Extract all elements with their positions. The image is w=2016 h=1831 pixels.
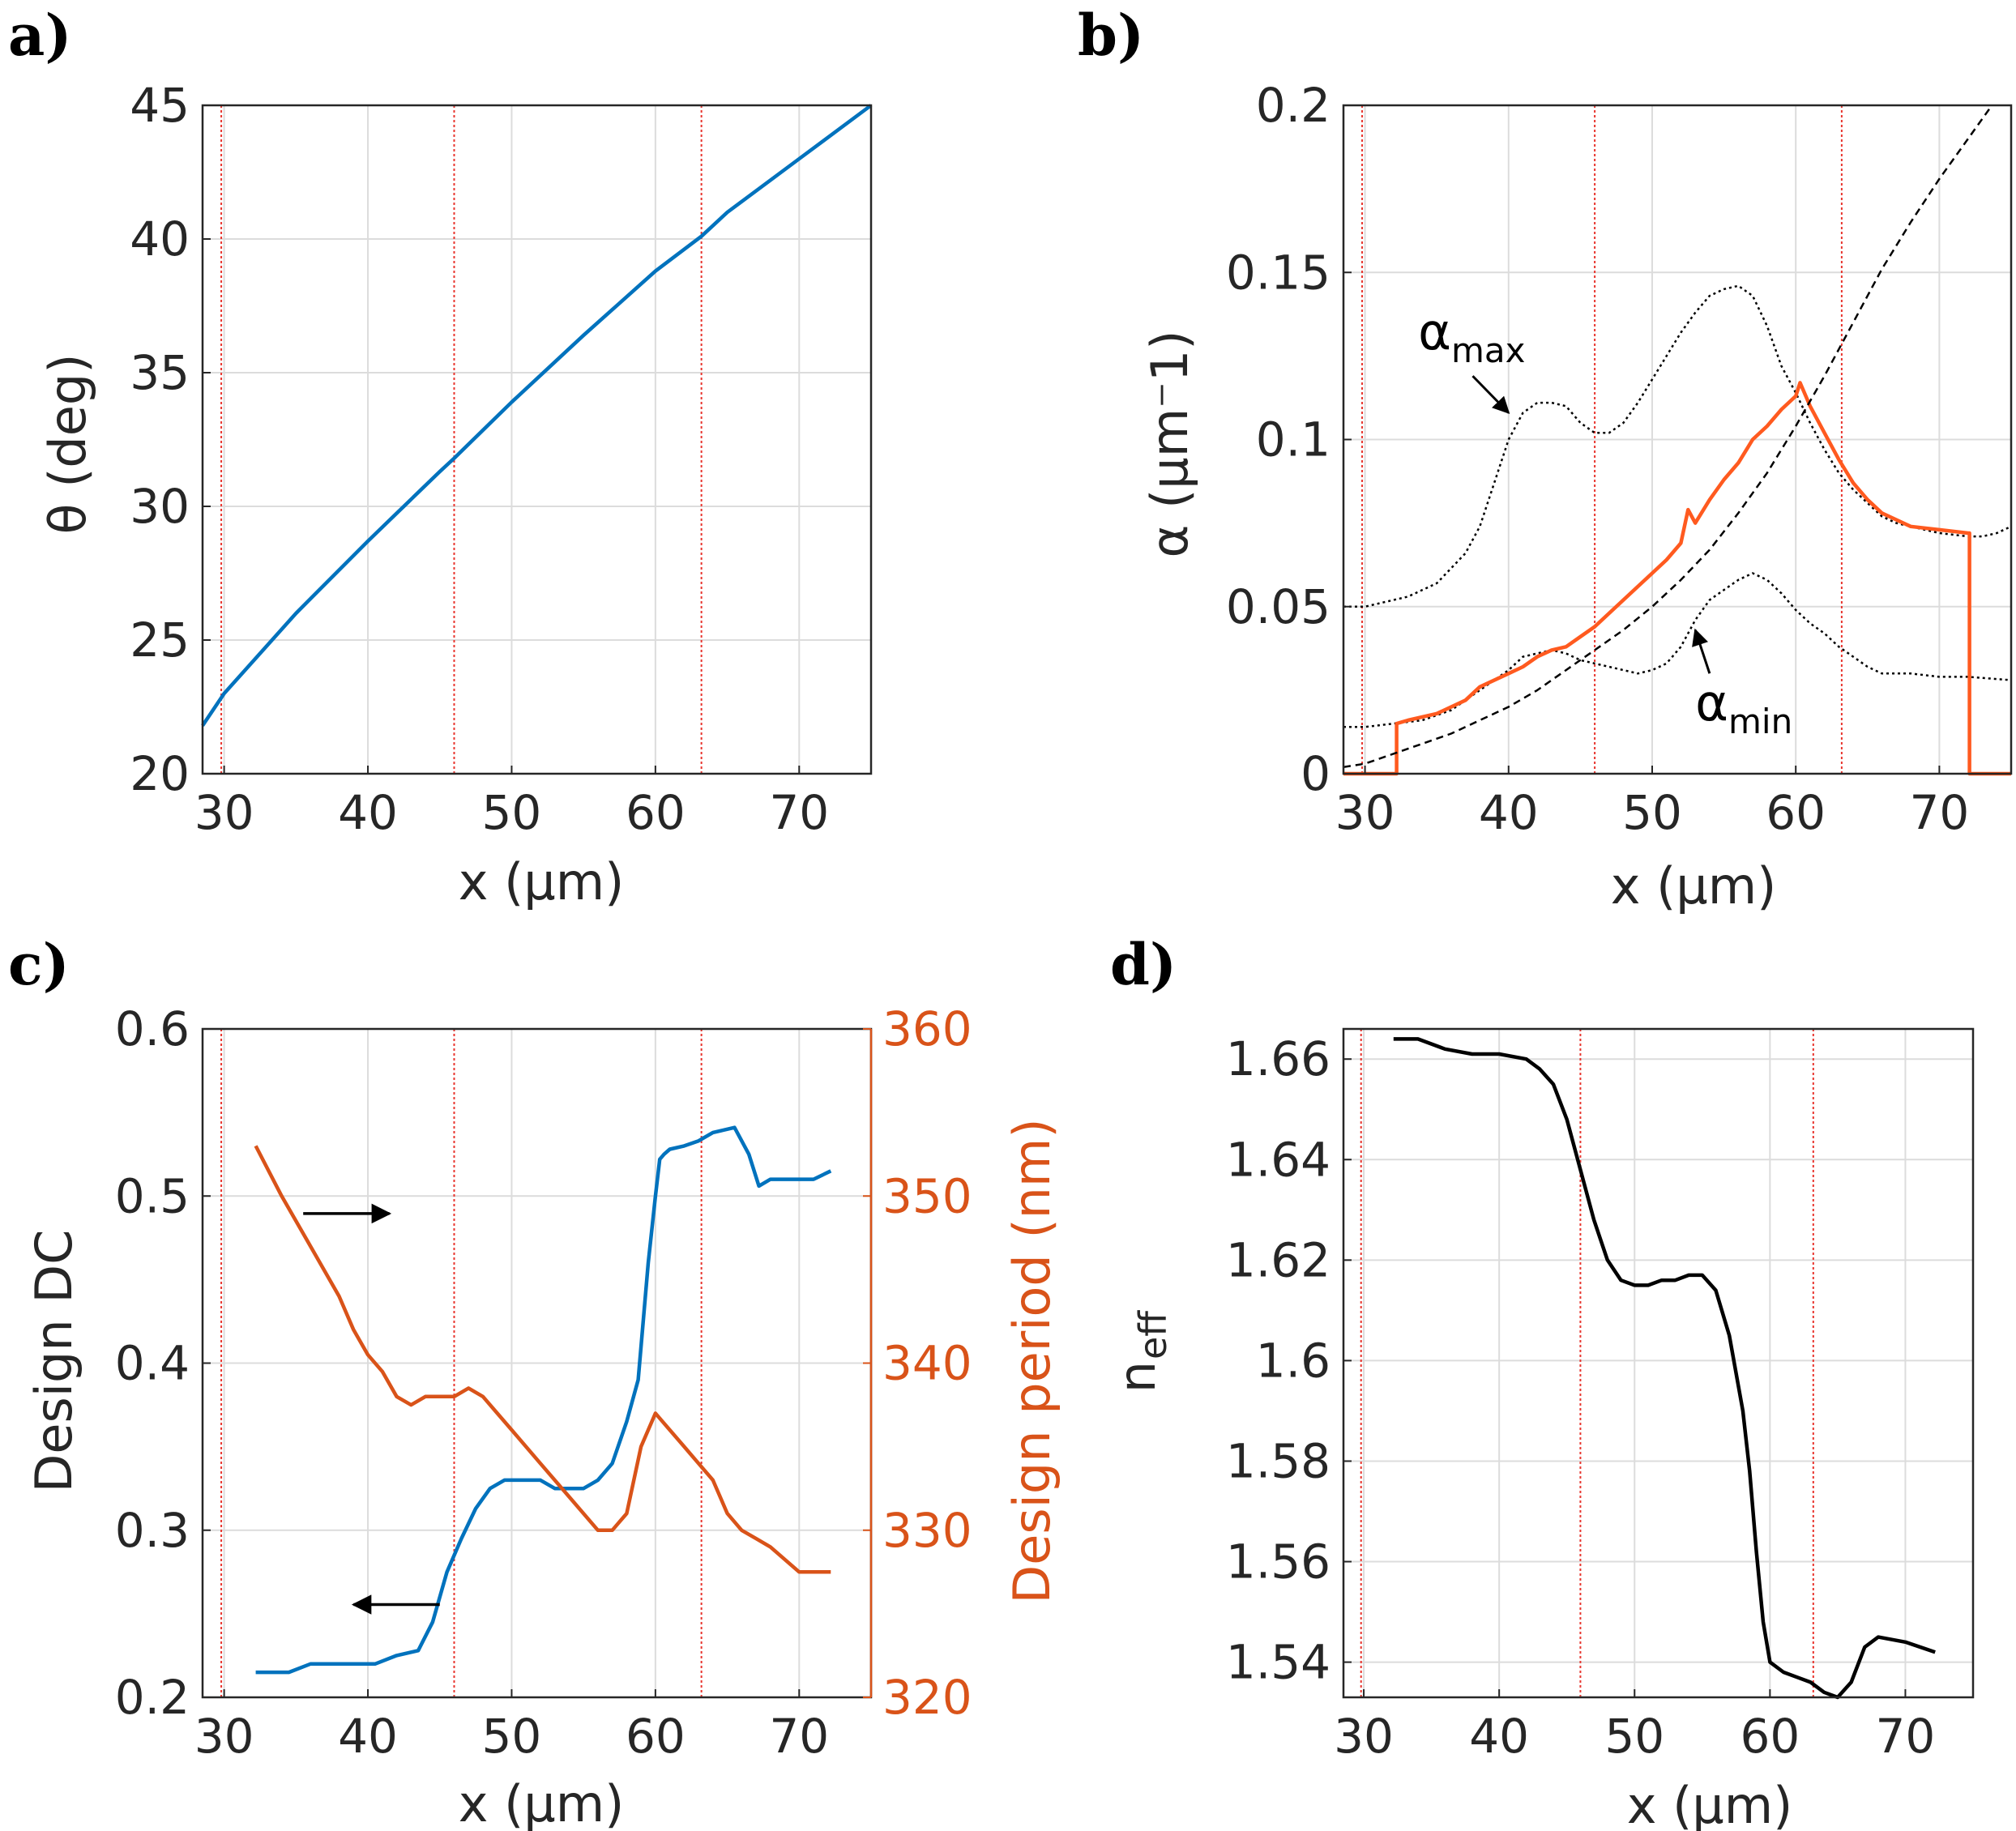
panel-c-series-design_dc <box>255 1125 832 1675</box>
panel-a-xlabel: x (μm) <box>459 852 625 911</box>
panel-a-xtick-label: 40 <box>338 785 398 840</box>
panel-a-series-theta <box>201 104 873 727</box>
panel-b-series-alpha_design <box>1343 381 2011 776</box>
panel-a-ytick-label: 20 <box>130 746 190 801</box>
panel-b-xtick-label: 70 <box>1909 785 1969 840</box>
panel-d-xtick-label: 30 <box>1334 1709 1394 1764</box>
panel-a-ytick-label: 35 <box>130 345 190 400</box>
panel-d-xtick-label: 40 <box>1469 1709 1529 1764</box>
panel-a-ytick-label: 25 <box>130 612 190 668</box>
panel-b-ytick-label: 0 <box>1301 746 1330 801</box>
panel-b-xtick-label: 50 <box>1622 785 1682 840</box>
panel-b-annotation-arrow-min <box>1692 628 1711 674</box>
plot-c: 30 40 50 60 70 0.2 0.3 0.4 0.5 0.6 320 330 340 350 360 <box>115 1001 972 1764</box>
panel-d-xlabel: x (μm) <box>1627 1776 1793 1831</box>
panel-d-ylabel: n eff <box>1108 1310 1175 1394</box>
panel-c-xtick-label: 60 <box>626 1709 686 1764</box>
panel-d-ytick-label: 1.56 <box>1226 1534 1330 1590</box>
panel-c-ytick-label: 0.5 <box>115 1168 190 1223</box>
panel-d-xtick-label: 60 <box>1740 1709 1800 1764</box>
panel-d-series-n_eff <box>1393 1037 1936 1700</box>
panel-b-ytick-label: 0.2 <box>1256 78 1330 133</box>
panel-d-ytick-label: 1.54 <box>1226 1635 1330 1690</box>
panel-a-xtick-label: 30 <box>194 785 254 840</box>
panel-d-ytick-label: 1.66 <box>1226 1031 1330 1086</box>
panel-a-ytick-label: 30 <box>130 479 190 534</box>
panel-b-xlabel: x (μm) <box>1611 856 1777 916</box>
panel-d-xtick-label: 70 <box>1876 1709 1936 1764</box>
panel-c-xtick-label: 50 <box>482 1709 542 1764</box>
panel-c-ytick-label: 0.3 <box>115 1503 190 1558</box>
panel-c-xtick-label: 70 <box>769 1709 829 1764</box>
panel-b-letter: b) <box>1078 2 1144 69</box>
panel-a-axes-frame <box>201 104 873 775</box>
panel-a-xtick-label: 60 <box>626 785 686 840</box>
panel-b-annotation-max: αmax <box>1418 302 1525 370</box>
panel-d-ytick-label: 1.6 <box>1256 1333 1330 1388</box>
panel-c-letter: c) <box>8 931 70 998</box>
panel-d: d) 30 40 50 60 70 1.54 1.56 1.58 1.6 1.62 1.64 1.66… <box>1108 931 1975 1831</box>
panel-b-ytick-label: 0.1 <box>1256 412 1330 467</box>
panel-d-axes-frame <box>1342 1027 1975 1699</box>
panel-c-ylabel: Design DC <box>24 1230 83 1493</box>
panel-b-xtick-label: 30 <box>1335 785 1395 840</box>
panel-b-series-reference <box>1343 108 1991 769</box>
panel-a-xtick-label: 70 <box>769 785 829 840</box>
panel-c-ytick-right-label: 350 <box>882 1168 972 1223</box>
panel-b-ytick-label: 0.15 <box>1226 245 1330 300</box>
panel-b: b) 30 40 50 60 70 0 0.05 0.1 0.15 0.2 αmax αmin x (… <box>1078 2 2013 916</box>
panel-a-xtick-label: 50 <box>482 785 542 840</box>
panel-b-annotation-min: αmin <box>1695 673 1792 741</box>
panel-c-xtick-label: 40 <box>338 1709 398 1764</box>
panel-c-ytick-right-label: 360 <box>882 1001 972 1056</box>
panel-c-xlabel: x (μm) <box>459 1774 625 1831</box>
panel-a-ylabel: θ (deg) <box>38 354 97 535</box>
panel-d-ytick-label: 1.64 <box>1226 1132 1330 1187</box>
panel-d-ytick-label: 1.58 <box>1226 1433 1330 1488</box>
panel-d-ylabel-sub: eff <box>1131 1310 1175 1359</box>
panel-a-ytick-label: 40 <box>130 211 190 267</box>
panel-b-xtick-label: 60 <box>1766 785 1826 840</box>
panel-c-series-design_period <box>254 1145 831 1574</box>
plot-b: 30 40 50 60 70 0 0.05 0.1 0.15 0.2 αmax αmin <box>1226 78 2013 840</box>
panel-c-ytick-right-label: 320 <box>882 1670 972 1725</box>
panel-b-series-alpha_max <box>1343 284 2012 608</box>
panel-b-ylabel: α (μm⁻1) <box>1140 331 1199 558</box>
panel-c-ylabel-right: Design period (nm) <box>1002 1118 1061 1603</box>
panel-b-ytick-label: 0.05 <box>1226 579 1330 634</box>
panel-a: a) 30 40 50 60 70 20 25 30 35 40 45 x (μm) θ (deg) <box>8 2 873 911</box>
panel-d-letter: d) <box>1110 931 1177 998</box>
panel-d-ytick-label: 1.62 <box>1226 1232 1330 1287</box>
panel-c-ytick-label: 0.6 <box>115 1001 190 1056</box>
panel-a-ytick-label: 45 <box>130 78 190 133</box>
panel-b-series-alpha_min <box>1343 572 2012 728</box>
panel-c-ytick-right-label: 330 <box>882 1503 972 1558</box>
panel-c-xtick-label: 30 <box>194 1709 254 1764</box>
panel-b-annotation-arrow-max <box>1471 375 1510 415</box>
panel-c-ytick-label: 0.2 <box>115 1670 190 1725</box>
panel-c: c) 30 40 50 60 70 0.2 0.3 0.4 0.5 0.6 320 330 340 350… <box>8 931 1061 1831</box>
panel-d-xtick-label: 50 <box>1604 1709 1664 1764</box>
panel-a-letter: a) <box>8 2 71 69</box>
panel-c-ytick-right-label: 340 <box>882 1336 972 1391</box>
plot-a: 30 40 50 60 70 20 25 30 35 40 45 <box>130 78 873 840</box>
panel-b-xtick-label: 40 <box>1479 785 1539 840</box>
panel-d-ylabel-base: n <box>1108 1361 1167 1393</box>
panel-c-ytick-label: 0.4 <box>115 1336 190 1391</box>
plot-d: 30 40 50 60 70 1.54 1.56 1.58 1.6 1.62 1.64 1.66 <box>1226 1027 1975 1764</box>
